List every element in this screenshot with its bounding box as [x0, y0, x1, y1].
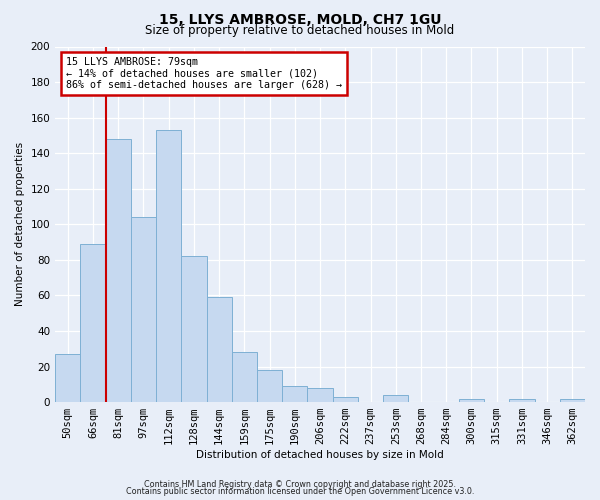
Bar [156, 130, 181, 402]
Text: Contains HM Land Registry data © Crown copyright and database right 2025.: Contains HM Land Registry data © Crown c… [144, 480, 456, 489]
Bar [181, 256, 206, 402]
Bar [80, 244, 106, 402]
Bar [509, 398, 535, 402]
Bar [206, 297, 232, 402]
Bar [332, 396, 358, 402]
Text: Size of property relative to detached houses in Mold: Size of property relative to detached ho… [145, 24, 455, 37]
Bar [55, 354, 80, 402]
X-axis label: Distribution of detached houses by size in Mold: Distribution of detached houses by size … [196, 450, 444, 460]
Text: Contains public sector information licensed under the Open Government Licence v3: Contains public sector information licen… [126, 487, 474, 496]
Bar [232, 352, 257, 402]
Text: 15 LLYS AMBROSE: 79sqm
← 14% of detached houses are smaller (102)
86% of semi-de: 15 LLYS AMBROSE: 79sqm ← 14% of detached… [66, 57, 342, 90]
Text: 15, LLYS AMBROSE, MOLD, CH7 1GU: 15, LLYS AMBROSE, MOLD, CH7 1GU [159, 12, 441, 26]
Bar [560, 398, 585, 402]
Bar [307, 388, 332, 402]
Bar [282, 386, 307, 402]
Y-axis label: Number of detached properties: Number of detached properties [15, 142, 25, 306]
Bar [131, 217, 156, 402]
Bar [257, 370, 282, 402]
Bar [106, 139, 131, 402]
Bar [459, 398, 484, 402]
Bar [383, 395, 409, 402]
